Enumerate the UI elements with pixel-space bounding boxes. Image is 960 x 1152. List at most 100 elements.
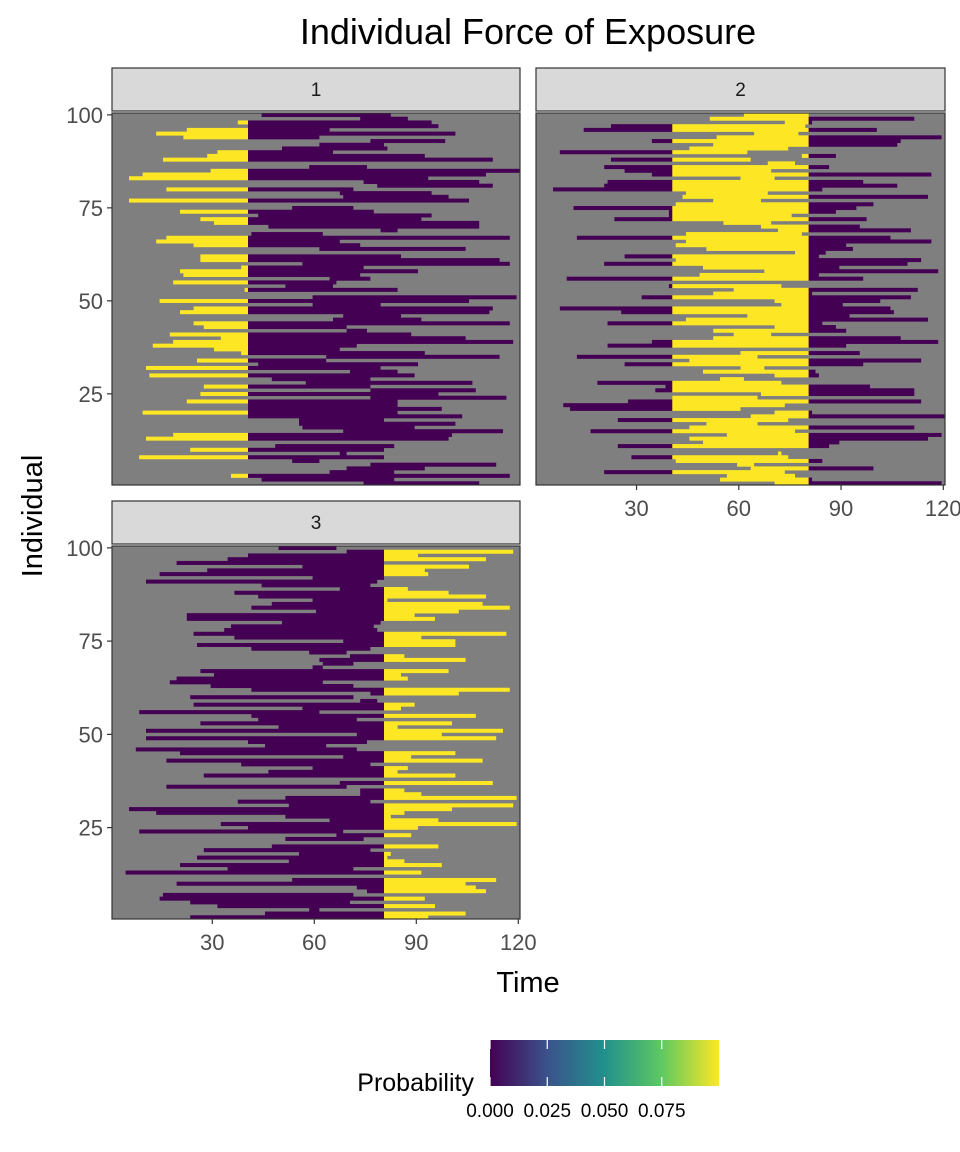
- heatmap-cell: [319, 142, 384, 147]
- heatmap-cell: [384, 881, 466, 886]
- heatmap-cell: [142, 172, 248, 177]
- heatmap-cell: [292, 458, 320, 463]
- heatmap-cell: [302, 425, 415, 430]
- heatmap-cell: [326, 354, 500, 359]
- heatmap-cell: [808, 362, 864, 367]
- panel-border: [535, 112, 946, 486]
- heatmap-cell: [553, 187, 673, 192]
- heatmap-cell: [384, 572, 429, 577]
- heatmap-cell: [237, 799, 371, 804]
- heatmap-cell: [346, 466, 425, 471]
- heatmap-cell: [200, 217, 248, 222]
- heatmap-cell: [384, 896, 425, 901]
- heatmap-cell: [207, 153, 248, 158]
- heatmap-cell: [384, 672, 401, 677]
- heatmap-cell: [651, 139, 673, 144]
- heatmap-cell: [607, 179, 673, 184]
- heatmap-cell: [672, 295, 809, 300]
- heatmap-cell: [384, 605, 510, 610]
- heatmap-cell: [251, 687, 384, 692]
- heatmap-cell: [173, 280, 248, 285]
- heatmap-cell: [614, 217, 673, 222]
- heatmap-cell: [384, 889, 486, 894]
- heatmap-cell: [384, 549, 514, 554]
- heatmap-cell: [173, 432, 248, 437]
- heatmap-cell: [180, 269, 248, 274]
- heatmap-cell: [685, 191, 768, 196]
- heatmap-cell: [384, 877, 497, 882]
- heatmap-cell: [384, 911, 466, 916]
- heatmap-cell: [672, 165, 809, 170]
- strip-3: [111, 500, 521, 545]
- heatmap-cell: [672, 343, 809, 348]
- heatmap-cell: [200, 721, 384, 726]
- legend-tick-label: 0.050: [581, 1101, 629, 1122]
- heatmap-cell: [740, 365, 765, 370]
- heatmap-cell: [220, 336, 248, 341]
- heatmap-cell: [258, 362, 418, 367]
- heatmap-cell: [668, 209, 673, 214]
- heatmap-cell: [367, 889, 384, 894]
- heatmap-cell: [384, 788, 405, 793]
- heatmap-cell: [672, 183, 809, 188]
- heatmap-cell: [224, 628, 378, 633]
- heatmap-cell: [384, 769, 398, 774]
- heatmap-cell: [384, 825, 418, 830]
- heatmap-cell: [808, 183, 898, 188]
- heatmap-cell: [384, 609, 459, 614]
- heatmap-cell: [190, 900, 350, 905]
- heatmap-cell: [808, 328, 847, 333]
- heatmap-cell: [384, 568, 425, 573]
- heatmap-cell: [384, 758, 483, 763]
- heatmap-cell: [193, 631, 384, 636]
- heatmap-cell: [665, 384, 673, 389]
- heatmap-cell: [668, 284, 673, 289]
- heatmap-cell: [363, 179, 480, 184]
- heatmap-cell: [186, 399, 248, 404]
- heatmap-cell: [268, 769, 384, 774]
- heatmap-cell: [197, 642, 384, 648]
- heatmap-cell: [370, 462, 497, 467]
- x-tick-label: 60: [727, 496, 751, 521]
- heatmap-cell: [774, 299, 809, 304]
- panel-2: 2 30 60 90 120: [535, 67, 960, 521]
- heatmap-cell: [570, 406, 673, 411]
- heatmap-cell: [248, 392, 439, 397]
- heatmap-cell: [336, 833, 384, 838]
- heatmap-cell: [248, 310, 490, 315]
- heatmap-cell: [241, 351, 248, 356]
- heatmap-cell: [129, 176, 248, 181]
- heatmap-cell: [248, 473, 510, 478]
- heatmap-cell: [360, 792, 384, 797]
- x-tick-label: 30: [200, 930, 224, 955]
- heatmap-cell: [312, 575, 384, 580]
- heatmap-cell: [248, 287, 398, 292]
- heatmap-cell: [672, 150, 748, 155]
- heatmap-cell: [384, 676, 408, 681]
- heatmap-cell: [261, 477, 395, 482]
- heatmap-cell: [350, 654, 384, 659]
- heatmap-cell: [384, 863, 442, 868]
- heatmap-cell: [384, 766, 408, 771]
- heatmap-cell: [200, 254, 248, 259]
- heatmap-cell: [808, 295, 911, 300]
- heatmap-cell: [370, 139, 446, 144]
- heatmap-cell: [248, 187, 354, 192]
- heatmap-cell: [672, 284, 782, 289]
- heatmap-cell: [248, 153, 425, 158]
- heatmap-cell: [808, 246, 853, 251]
- heatmap-cell: [384, 639, 456, 644]
- heatmap-cell: [808, 265, 840, 270]
- heatmap-cell: [808, 228, 911, 233]
- heatmap-cell: [248, 124, 439, 129]
- heatmap-cell: [159, 896, 384, 901]
- x-tick-label: 60: [302, 930, 326, 955]
- heatmap-cell: [217, 150, 248, 155]
- heatmap-cell: [624, 362, 673, 367]
- heatmap-cell: [183, 272, 248, 277]
- heatmap-cell: [384, 904, 435, 909]
- heatmap-cell: [384, 601, 483, 606]
- panel-border: [111, 112, 521, 486]
- heatmap-cell: [808, 224, 860, 229]
- heatmap-cell: [350, 369, 398, 374]
